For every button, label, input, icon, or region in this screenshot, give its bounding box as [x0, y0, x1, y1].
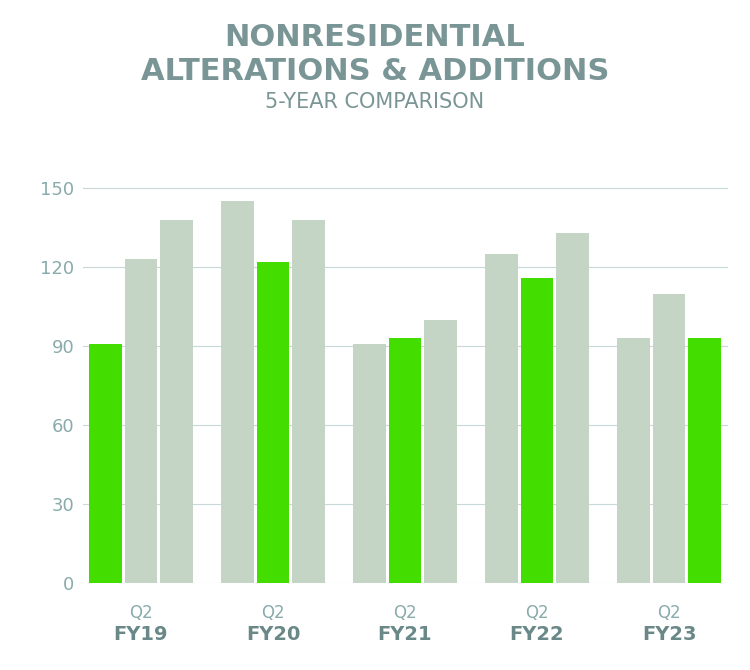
Bar	[89, 344, 122, 583]
Bar	[652, 293, 686, 583]
Bar	[388, 338, 422, 583]
Bar	[353, 344, 386, 583]
Text: Q2: Q2	[261, 604, 285, 622]
Text: FY22: FY22	[510, 625, 564, 644]
Text: Q2: Q2	[525, 604, 549, 622]
Bar	[221, 202, 254, 583]
Text: NONRESIDENTIAL: NONRESIDENTIAL	[225, 23, 525, 52]
Bar	[124, 259, 158, 583]
Bar	[520, 278, 554, 583]
Bar	[292, 220, 325, 583]
Bar	[160, 220, 193, 583]
Text: FY23: FY23	[642, 625, 696, 644]
Text: 5-YEAR COMPARISON: 5-YEAR COMPARISON	[266, 92, 484, 113]
Bar	[424, 320, 457, 583]
Text: FY21: FY21	[378, 625, 432, 644]
Text: FY20: FY20	[246, 625, 300, 644]
Text: Q2: Q2	[129, 604, 153, 622]
Bar	[485, 254, 518, 583]
Text: Q2: Q2	[657, 604, 681, 622]
Bar	[556, 233, 589, 583]
Bar	[256, 262, 290, 583]
Text: Q2: Q2	[393, 604, 417, 622]
Text: FY19: FY19	[114, 625, 168, 644]
Bar	[617, 338, 650, 583]
Bar	[688, 338, 721, 583]
Text: ALTERATIONS & ADDITIONS: ALTERATIONS & ADDITIONS	[141, 57, 609, 86]
